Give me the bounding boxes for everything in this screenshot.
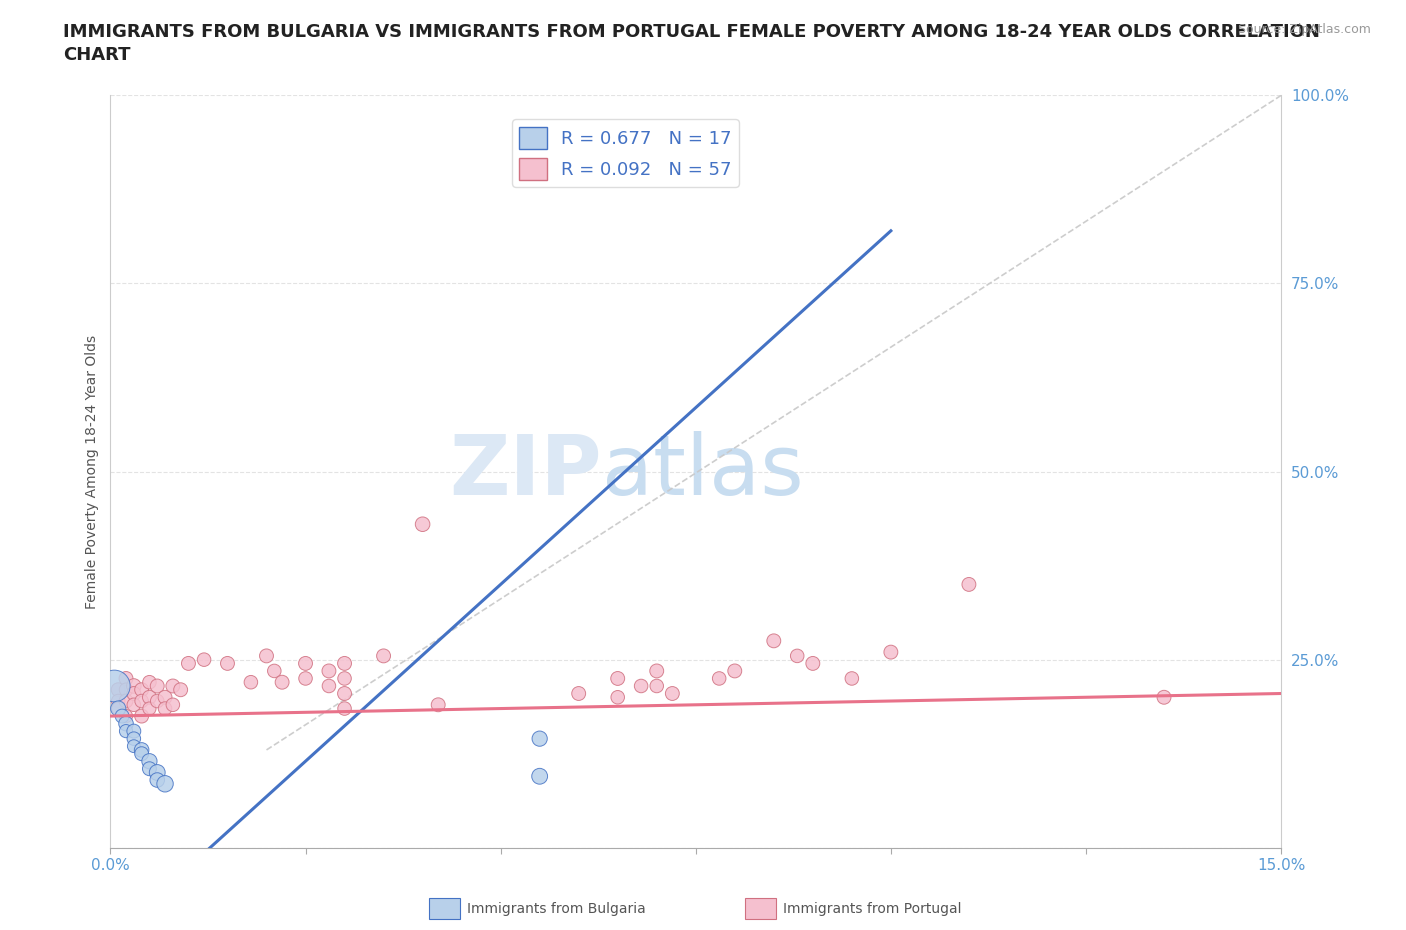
Point — [111, 709, 134, 724]
Point — [122, 698, 145, 712]
Point — [318, 663, 340, 678]
Point — [153, 690, 176, 705]
Point — [122, 686, 145, 701]
Legend: R = 0.677   N = 17, R = 0.092   N = 57: R = 0.677 N = 17, R = 0.092 N = 57 — [512, 119, 738, 187]
Point — [333, 686, 356, 701]
Text: atlas: atlas — [602, 432, 804, 512]
Point — [957, 577, 980, 591]
Point — [107, 701, 129, 716]
Point — [333, 656, 356, 671]
Point — [122, 724, 145, 738]
Point — [146, 694, 169, 709]
Point — [630, 679, 652, 694]
Point — [529, 769, 551, 784]
Point — [762, 633, 785, 648]
Point — [131, 683, 153, 698]
Point — [606, 671, 628, 686]
Point — [661, 686, 683, 701]
Point — [645, 679, 668, 694]
Point — [146, 679, 169, 694]
Point — [271, 675, 294, 690]
Point — [568, 686, 591, 701]
Point — [1153, 690, 1175, 705]
Point — [263, 663, 285, 678]
Point — [146, 773, 169, 788]
Point — [801, 656, 824, 671]
Point — [115, 671, 138, 686]
Point — [138, 690, 160, 705]
Point — [115, 709, 138, 724]
Point — [138, 675, 160, 690]
Point — [217, 656, 239, 671]
Point — [115, 694, 138, 709]
Point — [107, 683, 129, 698]
Point — [169, 683, 191, 698]
Point — [294, 656, 316, 671]
Point — [138, 762, 160, 777]
Point — [193, 652, 215, 667]
Point — [606, 690, 628, 705]
Point — [177, 656, 200, 671]
Text: IMMIGRANTS FROM BULGARIA VS IMMIGRANTS FROM PORTUGAL FEMALE POVERTY AMONG 18-24 : IMMIGRANTS FROM BULGARIA VS IMMIGRANTS F… — [63, 23, 1320, 41]
Point — [412, 517, 434, 532]
Text: CHART: CHART — [63, 46, 131, 64]
Point — [529, 731, 551, 746]
Point — [146, 765, 169, 780]
Point — [122, 738, 145, 753]
Text: Immigrants from Portugal: Immigrants from Portugal — [783, 901, 962, 916]
Point — [131, 746, 153, 761]
Point — [131, 694, 153, 709]
Point — [294, 671, 316, 686]
Point — [107, 694, 129, 709]
Point — [880, 644, 903, 659]
Point — [373, 648, 395, 663]
Point — [162, 679, 184, 694]
Point — [724, 663, 747, 678]
Point — [122, 731, 145, 746]
Point — [115, 716, 138, 731]
Point — [131, 709, 153, 724]
Point — [115, 683, 138, 698]
Text: Immigrants from Bulgaria: Immigrants from Bulgaria — [467, 901, 645, 916]
Point — [162, 698, 184, 712]
Point — [841, 671, 863, 686]
Point — [153, 777, 176, 791]
Point — [103, 679, 125, 694]
Point — [107, 701, 129, 716]
Y-axis label: Female Poverty Among 18-24 Year Olds: Female Poverty Among 18-24 Year Olds — [86, 335, 100, 608]
Point — [318, 679, 340, 694]
Point — [333, 701, 356, 716]
Point — [707, 671, 730, 686]
Point — [645, 663, 668, 678]
Point — [138, 754, 160, 769]
Text: Source: ZipAtlas.com: Source: ZipAtlas.com — [1237, 23, 1371, 36]
Text: ZIP: ZIP — [450, 432, 602, 512]
Point — [122, 679, 145, 694]
Point — [115, 724, 138, 738]
Point — [239, 675, 262, 690]
Point — [138, 701, 160, 716]
Point — [333, 671, 356, 686]
Point — [427, 698, 450, 712]
Point — [153, 701, 176, 716]
Point — [786, 648, 808, 663]
Point — [256, 648, 278, 663]
Point — [131, 742, 153, 757]
